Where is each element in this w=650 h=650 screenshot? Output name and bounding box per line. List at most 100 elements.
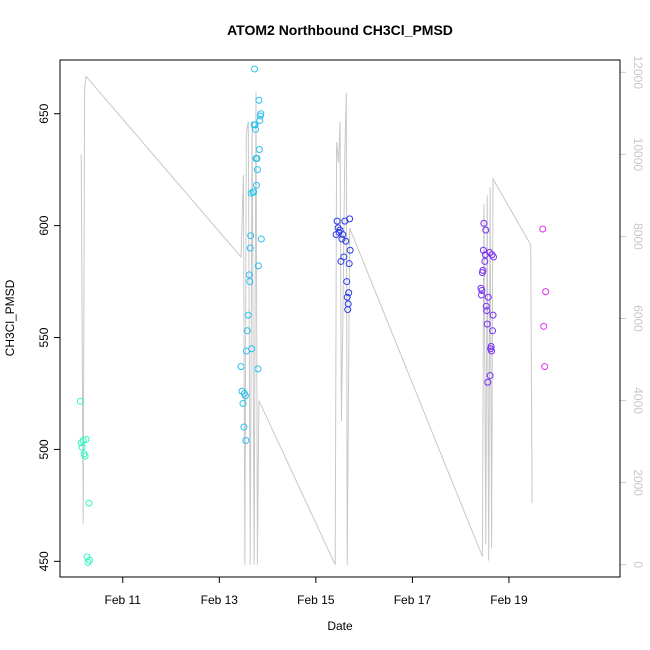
y-tick-label: 550 [37,327,51,347]
data-point [81,452,89,460]
x-tick-label: Feb 15 [297,593,335,607]
data-point [487,342,495,350]
data-point [479,246,487,254]
data-point [77,439,85,447]
plot-frame [59,59,621,578]
data-point [345,289,353,297]
data-point [237,363,245,371]
y-tick-label: 450 [37,551,51,571]
data-point [247,232,255,240]
data-point [481,257,489,265]
x-tick-label: Feb 11 [105,593,142,607]
x-tick-label: Feb 13 [201,593,239,607]
data-point [490,253,498,261]
data-point [346,246,354,254]
data-point [85,499,93,507]
data-point [484,293,492,301]
data-point [344,300,352,308]
y2-tick-label: 8000 [631,223,645,250]
data-point [480,219,488,227]
data-point [253,166,261,174]
data-point [540,322,548,330]
data-point [542,288,550,296]
series-group [76,397,93,566]
data-point [345,260,353,268]
data-point [250,188,258,196]
series-group [477,219,498,386]
data-point [252,125,260,133]
data-point [257,110,265,118]
series-group [237,65,265,444]
data-point [256,116,264,124]
data-point [541,363,549,371]
data-point [539,225,547,233]
data-point [251,65,259,73]
data-point [254,262,262,270]
data-point [238,387,246,395]
data-point [76,397,84,405]
data-point [248,345,256,353]
x-tick-label: Feb 17 [394,593,432,607]
y-tick-label: 600 [37,215,51,235]
data-point [246,278,254,286]
data-point [343,278,351,286]
data-point [78,443,86,451]
data-point [243,327,251,335]
chart-title: ATOM2 Northbound CH3Cl_PMSD [227,22,453,38]
data-point [342,237,350,245]
data-point [479,266,487,274]
x-axis-label: Date [327,619,353,633]
series-group [332,215,354,314]
y2-tick-label: 4000 [631,387,645,414]
data-point [488,347,496,355]
data-point [333,217,341,225]
data-point [82,435,90,443]
data-point [489,327,497,335]
y2-tick-label: 12000 [631,56,645,90]
y2-tick-label: 10000 [631,138,645,172]
scatter-series [76,65,550,566]
data-point [255,96,263,104]
y-tick-label: 500 [37,439,51,459]
data-point [482,226,490,234]
data-point [339,231,347,239]
data-point [252,181,260,189]
data-point [477,291,485,299]
data-point [251,121,259,129]
data-point [489,311,497,319]
y-tick-label: 650 [37,103,51,123]
data-point [246,244,254,252]
data-point [85,556,93,564]
data-point [484,378,492,386]
data-point [482,302,490,310]
data-point [253,154,261,162]
data-point [254,365,262,373]
series-group [539,225,550,371]
data-point [486,372,494,380]
data-point [483,320,491,328]
data-point [340,253,348,261]
data-point [242,436,250,444]
y-axis-label: CH3Cl_PMSD [3,279,17,356]
data-point [239,400,247,408]
data-point [481,251,489,259]
data-point [346,215,354,223]
data-point [478,287,486,295]
data-point [343,293,351,301]
x-tick-label: Feb 19 [490,593,528,607]
data-point [334,224,342,232]
data-point [255,146,263,154]
data-point [245,271,253,279]
data-point [344,306,352,314]
data-point [257,235,265,243]
data-point [240,423,248,431]
data-point [483,307,491,315]
data-point [486,248,494,256]
secondary-series-line [80,75,533,565]
y2-tick-label: 0 [631,561,645,568]
y2-tick-label: 2000 [631,469,645,496]
data-point [338,235,346,243]
data-point [241,392,249,400]
data-point [244,311,252,319]
